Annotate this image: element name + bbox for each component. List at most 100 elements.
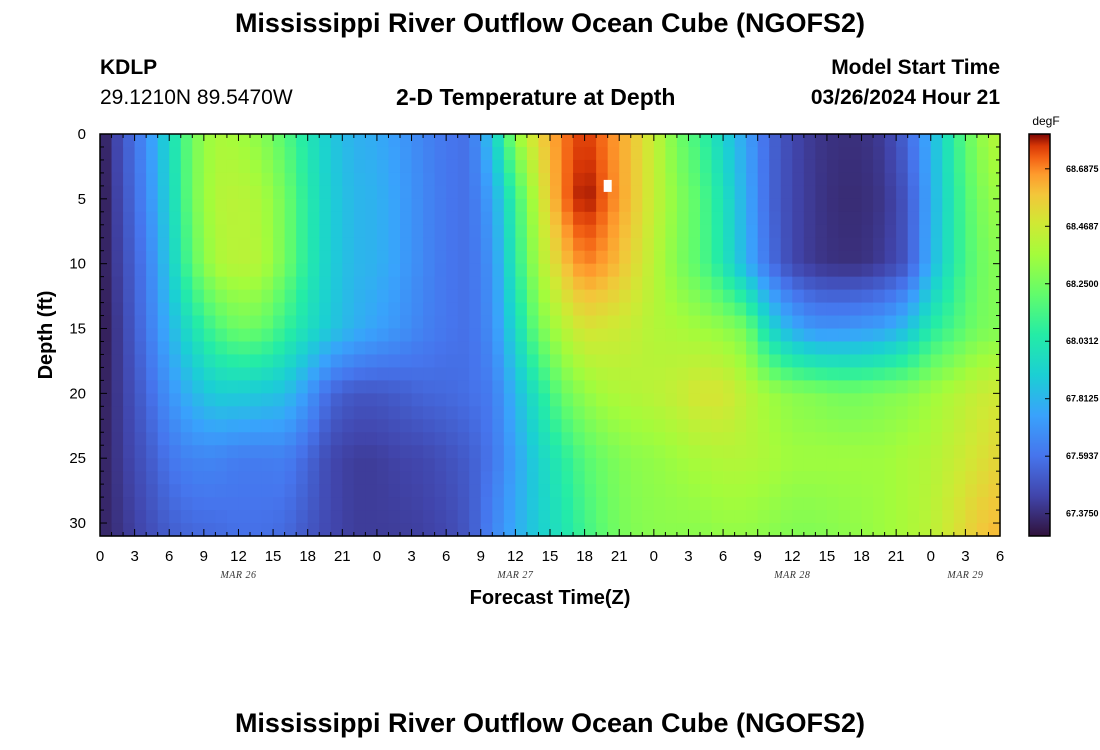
heatmap-cell [953,172,966,187]
heatmap-cell [134,198,147,213]
heatmap-cell [907,445,920,459]
heatmap-cell [215,484,228,498]
heatmap-cell [573,328,586,343]
heatmap-cell [492,367,505,381]
heatmap-cell [123,315,136,330]
heatmap-cell [907,250,920,265]
heatmap-cell [411,419,424,433]
heatmap-cell [446,224,459,239]
heatmap-cell [400,159,413,174]
heatmap-cell [273,445,286,459]
heatmap-cell [388,523,401,537]
heatmap-cell [734,263,747,278]
heatmap-cell [180,237,193,252]
heatmap-cell [861,289,874,304]
heatmap-cell [630,185,643,200]
heatmap-cell [100,276,113,291]
heatmap-cell [700,471,713,485]
heatmap-cell [100,328,113,343]
heatmap-cell [296,198,309,213]
heatmap-cell [942,497,955,511]
heatmap-cell [342,419,355,433]
heatmap-cell [434,523,447,537]
heatmap-cell [134,146,147,161]
heatmap-cell [723,471,736,485]
heatmap-cell [573,445,586,459]
heatmap-cell [942,302,955,317]
heatmap-cell [273,134,286,148]
heatmap-cell [676,302,690,317]
heatmap-cell [446,250,459,265]
heatmap-cell [873,237,886,252]
heatmap-cell [861,484,874,498]
heatmap-cell [584,510,597,524]
heatmap-cell [446,172,459,187]
heatmap-cell [180,302,193,317]
heatmap-cell [896,367,909,381]
heatmap-cell [111,432,124,446]
heatmap-cell [884,432,897,446]
heatmap-cell [965,237,978,252]
heatmap-cell [319,510,332,524]
heatmap-cell [988,341,1001,356]
heatmap-cell [700,432,713,446]
heatmap-cell [619,159,632,174]
heatmap-cell [250,211,263,226]
heatmap-cell [307,302,320,317]
heatmap-cell [746,458,759,472]
heatmap-cell [376,224,390,239]
heatmap-cell [273,341,286,356]
heatmap-cell [307,497,320,511]
heatmap-cell [446,393,459,407]
heatmap-cell [284,510,297,524]
heatmap-cell [400,354,413,369]
heatmap-cell [561,146,574,161]
heatmap-cell [838,406,851,420]
heatmap-cell [434,134,447,148]
heatmap-cell [596,211,609,226]
heatmap-cell [342,523,355,537]
heatmap-cell [342,484,355,498]
heatmap-cell [157,185,170,200]
heatmap-cell [215,523,228,537]
heatmap-cell [873,341,886,356]
heatmap-cell [180,134,193,148]
heatmap-cell [342,471,355,485]
x-axis-title: Forecast Time(Z) [470,587,631,609]
heatmap-cell [284,198,297,213]
heatmap-cell [492,315,505,330]
heatmap-cell [400,445,413,459]
heatmap-cell [723,198,736,213]
heatmap-cell [988,315,1001,330]
heatmap-cell [238,289,251,304]
heatmap-cell [123,406,136,420]
heatmap-cell [492,406,505,420]
heatmap-cell [146,289,159,304]
heatmap-cell [700,276,713,291]
heatmap-cell [261,211,274,226]
heatmap-cell [919,458,932,472]
heatmap-cell [284,315,297,330]
heatmap-cell [653,289,666,304]
heatmap-cell [792,263,805,278]
heatmap-cell [561,523,574,537]
heatmap-cell [573,432,586,446]
heatmap-cell [700,237,713,252]
heatmap-cell [930,263,943,278]
heatmap-cell [653,380,666,394]
heatmap-cell [550,354,563,369]
heatmap-cell [515,328,528,343]
heatmap-cell [411,328,424,343]
heatmap-cell [688,367,701,381]
heatmap-cell [134,134,147,148]
heatmap-cell [238,237,251,252]
heatmap-cell [630,341,643,356]
heatmap-cell [457,159,470,174]
heatmap-cell [123,276,136,291]
heatmap-cell [815,185,828,200]
heatmap-cell [769,432,782,446]
heatmap-cell [388,380,401,394]
heatmap-cell [180,146,193,161]
heatmap-cell [353,134,366,148]
heatmap-cell [561,302,574,317]
